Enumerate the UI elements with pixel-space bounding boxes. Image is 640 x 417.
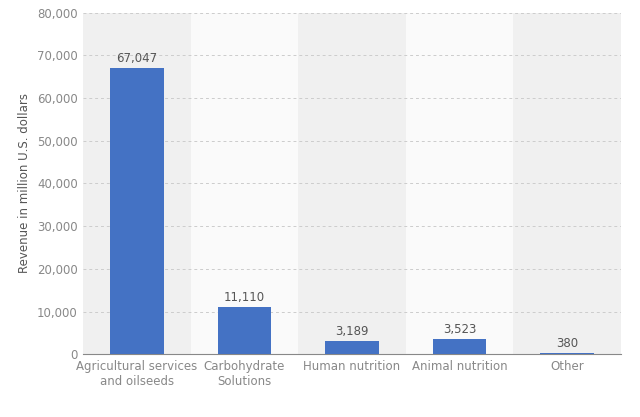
Bar (298, 13, 406, 354)
Bar (110, 68, 164, 354)
Text: 67,047: 67,047 (116, 52, 157, 65)
Text: 3,523: 3,523 (443, 324, 476, 337)
Text: 11,110: 11,110 (224, 291, 265, 304)
Bar (218, 307, 271, 354)
Bar (540, 353, 594, 354)
Bar (325, 341, 379, 354)
Bar (433, 339, 486, 354)
Bar (513, 13, 621, 354)
Text: 3,189: 3,189 (335, 325, 369, 338)
Bar (191, 13, 298, 354)
Text: 380: 380 (556, 337, 578, 350)
Y-axis label: Revenue in million U.S. dollars: Revenue in million U.S. dollars (19, 93, 31, 274)
Bar (83, 13, 191, 354)
Bar (406, 13, 513, 354)
